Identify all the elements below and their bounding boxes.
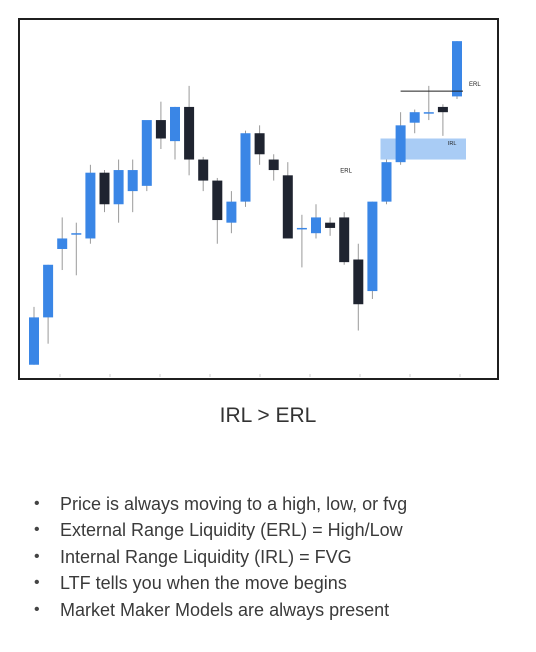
bullet-dot: •: [34, 521, 40, 539]
bullish-candle: [423, 112, 434, 114]
bullet-dot: •: [34, 495, 40, 512]
bullish-candle: [141, 120, 152, 186]
bullet-text: LTF tells you when the move begins: [60, 573, 347, 594]
bearish-candle: [99, 172, 110, 205]
bullish-candle: [43, 264, 54, 318]
erl-label: ERL: [340, 169, 352, 175]
bullish-candle: [170, 106, 180, 142]
bullet-dot: •: [34, 547, 40, 565]
chart-canvas: ERL ERL IRL: [29, 41, 481, 377]
bearish-candle: [339, 217, 350, 263]
bullet-dot: •: [34, 600, 40, 618]
bearish-candle: [184, 106, 195, 160]
bullish-candle: [71, 233, 82, 235]
bullish-candle: [57, 238, 68, 249]
bearish-candle: [282, 175, 293, 239]
bearish-candle: [198, 159, 209, 181]
bullet-list: • Price is always moving to a high, low, …: [34, 491, 407, 623]
bullish-candle: [127, 170, 138, 192]
bullet-text: Price is always moving to a high, low, o…: [60, 494, 408, 514]
bullet-item: • Market Maker Models are always present: [34, 597, 407, 623]
bullish-candle: [381, 162, 392, 202]
bullish-candle: [113, 170, 124, 205]
bullet-item: • Internal Range Liquidity (IRL) = FVG: [34, 544, 407, 570]
chart-caption: IRL > ERL: [219, 404, 317, 427]
bearish-candle: [254, 133, 265, 155]
bullish-candle: [395, 125, 406, 163]
bullish-candle: [367, 201, 378, 292]
erl-label: ERL: [469, 82, 481, 88]
bullish-candle: [226, 201, 237, 223]
bullet-item: • Price is always moving to a high, low, …: [34, 491, 407, 517]
bearish-candle: [437, 106, 448, 113]
bullish-candle: [29, 317, 39, 365]
bullish-candle: [240, 133, 251, 202]
bullet-text: Internal Range Liquidity (IRL) = FVG: [60, 546, 352, 567]
bearish-candle: [268, 159, 279, 171]
bullish-candle: [409, 112, 420, 123]
bearish-candle: [353, 259, 364, 305]
irl-label: IRL: [448, 141, 457, 147]
bullet-dot: •: [34, 574, 40, 592]
bullet-text: Market Maker Models are always present: [60, 599, 390, 620]
bullish-candle: [452, 41, 462, 97]
bullish-candle: [311, 217, 321, 234]
bearish-candle: [325, 222, 336, 228]
bullet-item: • External Range Liquidity (ERL) = High/L…: [34, 517, 407, 543]
candlestick-chart: ERL ERL IRL: [18, 18, 499, 380]
bullish-candle: [85, 172, 96, 239]
bearish-candle: [155, 120, 166, 139]
bearish-candle: [212, 180, 223, 221]
bullish-candle: [296, 227, 307, 230]
bullet-text: External Range Liquidity (ERL) = High/Lo…: [60, 520, 403, 541]
bullet-item: • LTF tells you when the move begins: [34, 570, 407, 596]
